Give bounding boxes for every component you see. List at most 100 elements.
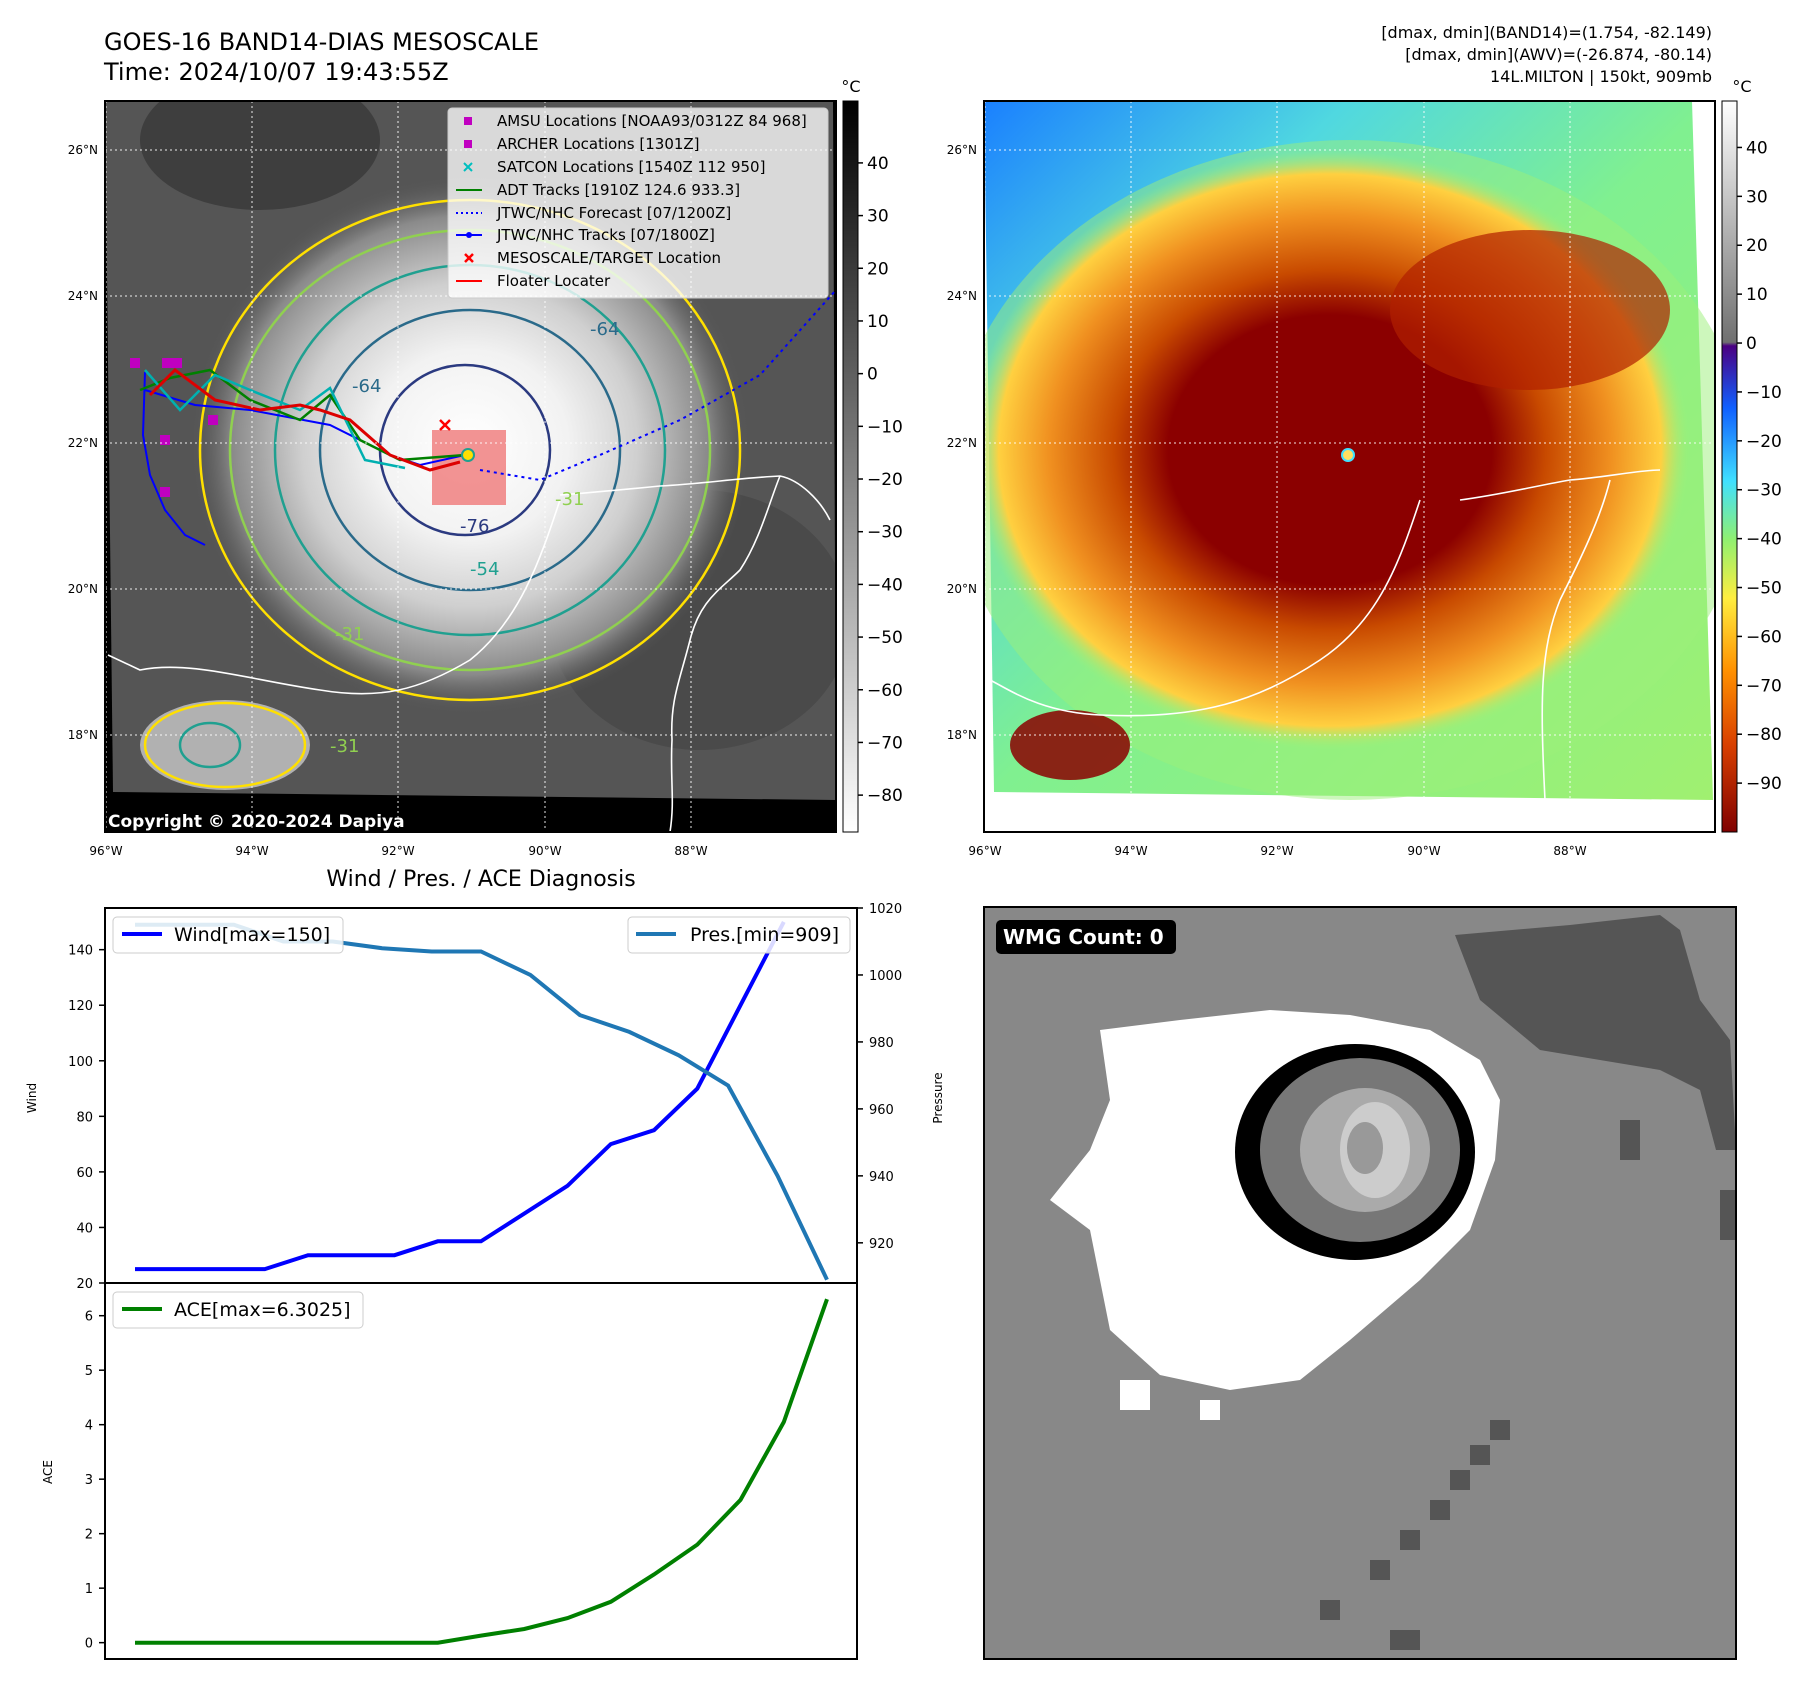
pres-tick-label: 1000: [869, 969, 902, 984]
ir-colorbar-ticks: 40 30 20 10 0 −10 −20 −30 −40 −50 −60 −70 −80: [858, 154, 903, 806]
colorbar-tick-label: −80: [1746, 725, 1782, 745]
wind-tick-label: 80: [76, 1110, 93, 1125]
wind-legend-text: Wind[max=150]: [174, 924, 330, 946]
pres-legend: Pres.[min=909]: [627, 916, 851, 954]
lat-label: 26°N: [68, 143, 98, 157]
lat-label: 24°N: [947, 289, 977, 303]
wind-legend: Wind[max=150]: [112, 916, 344, 954]
pres-tick-label: 920: [869, 1237, 894, 1252]
awv-lat-labels: 26°N 24°N 22°N 20°N 18°N: [947, 143, 977, 742]
ace-legend: ACE[max=6.3025]: [112, 1291, 364, 1329]
ir-lon-labels: 96°W 94°W 92°W 90°W 88°W: [89, 844, 707, 858]
lat-label: 24°N: [68, 289, 98, 303]
jtwc-forecast: [479, 289, 836, 482]
pres-axis-label: Pressure: [931, 1072, 945, 1123]
lat-label: 20°N: [68, 582, 98, 596]
wind-tick-label: 20: [76, 1277, 93, 1292]
lon-label: 92°W: [1260, 844, 1293, 858]
pres-tick-label: 940: [869, 1170, 894, 1185]
lat-label: 22°N: [947, 436, 977, 450]
colorbar-tick-label: −20: [1746, 432, 1782, 452]
colorbar-tick-label: 10: [1746, 285, 1768, 305]
lon-label: 88°W: [674, 844, 707, 858]
ir-colorbar: °C: [841, 77, 861, 833]
colorbar-tick-label: −20: [867, 470, 903, 490]
legend-floater: Floater Locater: [497, 272, 611, 290]
legend-satcon: SATCON Locations [1540Z 112 950]: [497, 158, 765, 176]
ace-axis-label: ACE: [41, 1460, 55, 1484]
wmg-count-label: WMG Count: 0: [1003, 925, 1164, 949]
wind-tick-label: 60: [76, 1166, 93, 1181]
lon-label: 90°W: [528, 844, 561, 858]
lon-label: 92°W: [381, 844, 414, 858]
colorbar-tick-label: 10: [867, 312, 889, 332]
wmg-panel: WMG Count: 0: [983, 906, 1737, 1660]
awv-colorbar-ticks: 40 30 20 10 0 −10 −20 −30 −40 −50 −60 −70 −80 −90: [1737, 138, 1782, 794]
contour-label: -64: [590, 319, 619, 340]
ace-axis: 0 1 2 3 4 5 6: [85, 1310, 105, 1652]
ace-tick-label: 2: [85, 1528, 93, 1543]
colorbar-tick-label: 20: [1746, 236, 1768, 256]
wind-tick-label: 140: [68, 944, 93, 959]
lon-label: 94°W: [1114, 844, 1147, 858]
floater-track: [148, 368, 461, 472]
contour-label: -76: [460, 516, 489, 537]
contour-label: -31: [335, 624, 364, 645]
colorbar-tick-label: −70: [867, 733, 903, 753]
lat-label: 18°N: [947, 728, 977, 742]
ace-series-line: [135, 1298, 829, 1645]
ace-tick-label: 0: [85, 1637, 93, 1652]
lat-label: 20°N: [947, 582, 977, 596]
ace-legend-text: ACE[max=6.3025]: [174, 1299, 351, 1321]
storm-info: 14L.MILTON | 150kt, 909mb: [1490, 67, 1712, 86]
colorbar-unit-awv: °C: [1732, 77, 1751, 96]
awv-gridlines: [984, 101, 1715, 832]
wind-axis: 20 40 60 80 100 120 140: [68, 944, 105, 1292]
figure-title: GOES-16 BAND14-DIAS MESOSCALE: [104, 28, 539, 56]
colorbar-unit: °C: [841, 77, 860, 96]
colorbar-tick-label: −30: [1746, 481, 1782, 501]
awv-map-panel: [983, 100, 1716, 833]
colorbar-tick-label: −30: [867, 523, 903, 543]
wind-series-line: [135, 920, 786, 1272]
colorbar-tick-label: −70: [1746, 676, 1782, 696]
ace-tick-label: 3: [85, 1473, 93, 1488]
stats-awv: [dmax, dmin](AWV)=(-26.874, -80.14): [1405, 45, 1712, 64]
ace-tick-label: 4: [85, 1419, 93, 1434]
colorbar-tick-label: 30: [1746, 187, 1768, 207]
colorbar-tick-label: −10: [1746, 383, 1782, 403]
contour-label: -31: [555, 489, 584, 510]
lat-label: 26°N: [947, 143, 977, 157]
colorbar-tick-label: 20: [867, 259, 889, 279]
colorbar-tick-label: 0: [1746, 334, 1757, 354]
colorbar-tick-label: −10: [867, 417, 903, 437]
figure-time: Time: 2024/10/07 19:43:55Z: [103, 58, 449, 86]
legend-adt: ADT Tracks [1910Z 124.6 933.3]: [497, 181, 740, 199]
lon-label: 90°W: [1407, 844, 1440, 858]
contour-label: -64: [352, 376, 381, 397]
lat-label: 18°N: [68, 728, 98, 742]
colorbar-tick-label: −40: [867, 575, 903, 595]
contour-label: -54: [470, 559, 499, 580]
pres-tick-label: 960: [869, 1103, 894, 1118]
colorbar-tick-label: 30: [867, 207, 889, 227]
legend-jtwc-forecast: JTWC/NHC Forecast [07/1200Z]: [496, 204, 731, 222]
pres-tick-label: 980: [869, 1036, 894, 1051]
colorbar-tick-label: −50: [867, 628, 903, 648]
awv-lon-labels: 96°W 94°W 92°W 90°W 88°W: [968, 844, 1586, 858]
satcon-track: [144, 369, 406, 470]
legend-amsu: AMSU Locations [NOAA93/0312Z 84 968]: [497, 112, 807, 130]
colorbar-tick-label: 0: [867, 365, 878, 385]
colorbar-tick-label: −90: [1746, 774, 1782, 794]
colorbar-tick-label: −60: [1746, 627, 1782, 647]
jtwc-track: [141, 371, 206, 546]
legend-archer: ARCHER Locations [1301Z]: [497, 135, 700, 153]
contour-label: -31: [330, 736, 359, 757]
wind-pres-chart: 20 40 60 80 100 120 140 920 940 960 980 1000 1020 W…: [25, 902, 945, 1292]
ace-tick-label: 1: [85, 1582, 93, 1597]
colorbar-tick-label: −40: [1746, 530, 1782, 550]
colorbar-tick-label: −60: [867, 681, 903, 701]
wind-tick-label: 40: [76, 1221, 93, 1236]
awv-colorbar: °C: [1721, 77, 1752, 833]
colorbar-tick-label: 40: [867, 154, 889, 174]
